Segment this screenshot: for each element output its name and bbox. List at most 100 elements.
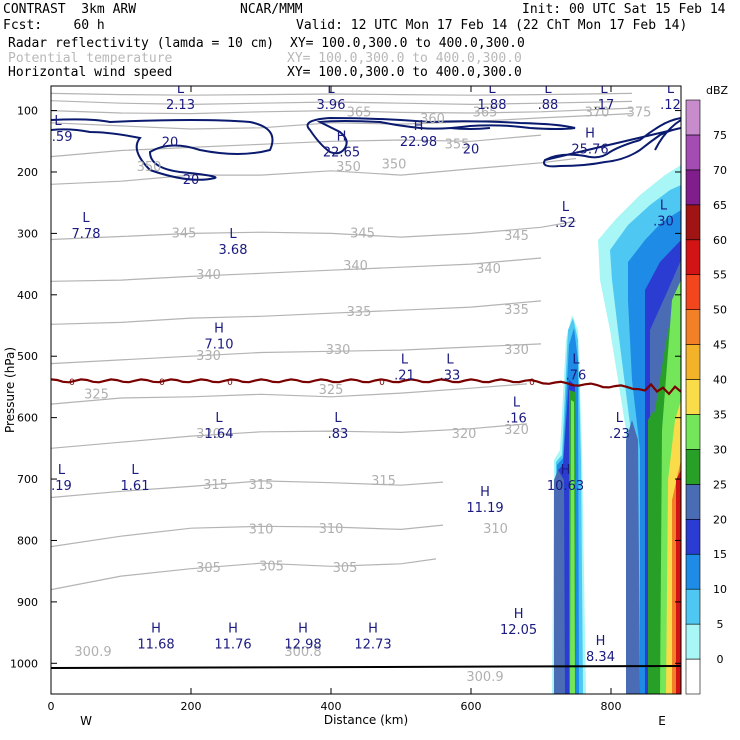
extremum-marker-3: L	[544, 82, 552, 97]
extremum-marker-16: L	[446, 352, 454, 367]
freezing-label-0: 0	[69, 378, 75, 388]
theta-label-30: 310	[483, 522, 508, 537]
refl-column-a	[626, 420, 640, 694]
colorbar-box-3	[685, 553, 701, 590]
extremum-marker-26: H	[151, 621, 161, 636]
colorbar-label-40: 40	[713, 374, 727, 387]
extremum-marker-14: H	[214, 322, 224, 337]
freezing-label-4: 0	[529, 378, 535, 388]
y-tick-label-1000: 1000	[10, 657, 38, 670]
extremum-marker-28: H	[298, 621, 308, 636]
freezing-level: 0 0 0 0 0	[51, 378, 681, 396]
theta-label-5: 355	[445, 137, 470, 152]
extremum-value-12: .52	[555, 216, 576, 231]
wind-label-2: 20	[463, 142, 480, 157]
refl-narrow-25dbz	[554, 470, 565, 694]
theta-contours	[51, 92, 633, 591]
extremum-marker-20: L	[334, 411, 342, 426]
extremum-marker-2: L	[488, 82, 496, 97]
extremum-marker-10: L	[82, 211, 90, 226]
theta-label-12: 340	[196, 268, 221, 283]
colorbar-box-7	[685, 414, 701, 450]
colorbar-box-16	[685, 99, 701, 136]
theta-label-36: 300.9	[466, 670, 503, 685]
x-tick-label-800: 800	[601, 700, 622, 713]
y-axis-title: Pressure (hPa)	[3, 347, 17, 433]
field-name-theta: Potential temperature	[8, 51, 173, 66]
extremum-value-27: 11.76	[214, 637, 251, 652]
y-tick-label-200: 200	[17, 166, 38, 179]
colorbar-box-2	[685, 588, 701, 625]
theta-label-6: 350	[137, 160, 162, 175]
colorbar-label-10: 10	[713, 583, 727, 596]
x-tick-label-400: 400	[321, 700, 342, 713]
extremum-value-5: .12	[660, 98, 681, 113]
colorbar-label-20: 20	[713, 513, 727, 526]
theta-label-8: 350	[382, 158, 407, 173]
extremum-marker-25: H	[480, 485, 490, 500]
theta-line-325	[51, 383, 528, 405]
colorbar-label-35: 35	[713, 408, 727, 421]
freezing-label-2: 0	[227, 378, 233, 388]
freezing-line	[51, 378, 681, 396]
colorbar-label-5: 5	[717, 618, 724, 631]
colorbar-box-13	[685, 204, 701, 241]
colorbar-box-11	[685, 274, 701, 310]
colorbar-box-9	[685, 344, 701, 380]
theta-label-17: 330	[196, 349, 221, 364]
theta-label-24: 320	[504, 423, 529, 438]
theta-line-360	[51, 113, 633, 130]
field-xy-wind: XY= 100.0,300.0 to 400.0,300.0	[287, 65, 522, 80]
colorbar-label-65: 65	[713, 199, 727, 212]
wind-contour-west	[51, 118, 274, 181]
theta-label-23: 320	[452, 427, 477, 442]
theta-line-320	[51, 423, 528, 449]
extremum-value-8: 22.98	[400, 135, 437, 150]
theta-label-21: 325	[319, 383, 344, 398]
y-tick-label-500: 500	[17, 350, 38, 363]
extremum-marker-29: H	[368, 621, 378, 636]
refl-column-b	[648, 410, 660, 694]
colorbar-label-30: 30	[713, 443, 727, 456]
y-tick-label-600: 600	[17, 412, 38, 425]
colorbar-label-75: 75	[713, 129, 727, 142]
theta-label-16: 335	[504, 303, 529, 318]
theta-label-32: 305	[259, 559, 284, 574]
theta-label-29: 310	[319, 522, 344, 537]
theta-line-375	[51, 92, 633, 96]
colorbar-label-45: 45	[713, 339, 727, 352]
extremum-value-3: .88	[538, 98, 559, 113]
extremum-marker-12: L	[562, 200, 570, 215]
theta-line-365	[51, 107, 633, 115]
extremum-marker-9: H	[585, 126, 595, 141]
wind-contour-east2	[654, 119, 681, 151]
extremum-value-21: .23	[609, 427, 630, 442]
extremum-value-31: 8.34	[586, 650, 615, 665]
theta-label-9: 345	[172, 226, 197, 241]
init-time: Init: 00 UTC Sat 15 Feb 14	[522, 2, 726, 17]
theta-line-345	[51, 220, 577, 241]
theta-label-25: 315	[203, 478, 228, 493]
field-name-wind: Horizontal wind speed	[8, 65, 173, 80]
theta-label-3: 365	[347, 105, 372, 120]
extremum-value-25: 11.19	[466, 501, 503, 516]
extremum-value-14: 7.10	[205, 338, 234, 353]
theta-label-28: 310	[249, 522, 274, 537]
theta-label-4: 360	[420, 112, 445, 127]
theta-label-7: 350	[336, 160, 361, 175]
extremum-marker-30: H	[514, 607, 524, 622]
colorbar-box-4	[685, 518, 701, 555]
extremum-marker-15: L	[401, 352, 409, 367]
field-name-reflectivity: Radar reflectivity (lamda = 10 cm)	[8, 36, 275, 51]
colorbar-label-50: 50	[713, 304, 727, 317]
y-tick-label-800: 800	[17, 534, 38, 547]
colorbar-box-12	[685, 239, 701, 276]
colorbar-box-8	[685, 379, 701, 415]
extremum-marker-22: L	[58, 463, 66, 478]
theta-line-310	[51, 524, 444, 548]
extremum-marker-6: L	[54, 114, 62, 129]
theta-label-18: 330	[326, 343, 351, 358]
theta-label-2: 365	[473, 105, 498, 120]
theta-label-31: 305	[196, 561, 221, 576]
x-axis-title: Distance (km)	[324, 713, 408, 727]
